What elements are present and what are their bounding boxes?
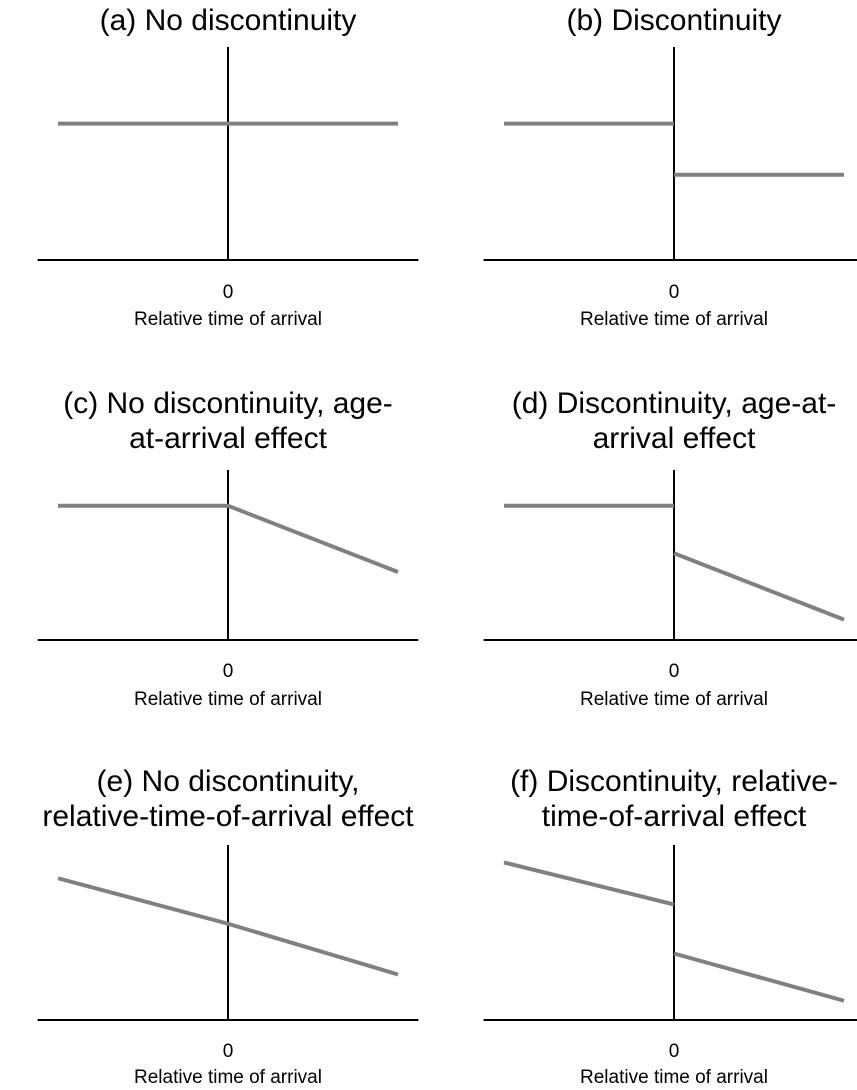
chart-title: (c) No discontinuity, age- xyxy=(63,387,393,420)
chart-title: (a) No discontinuity xyxy=(100,4,357,37)
x-tick-label: 0 xyxy=(669,661,680,682)
x-tick-label: 0 xyxy=(669,282,680,303)
x-tick-label: 0 xyxy=(669,1041,680,1062)
x-axis-label: Relative time of arrival xyxy=(580,1067,768,1088)
chart-title: relative-time-of-arrival effect xyxy=(42,800,414,833)
line xyxy=(503,860,845,1003)
x-axis-label: Relative time of arrival xyxy=(134,1067,322,1088)
x-axis-label: Relative time of arrival xyxy=(580,309,768,330)
chart-title: (f) Discontinuity, relative- xyxy=(510,765,838,798)
x-tick-label: 0 xyxy=(223,282,234,303)
chart-title: time-of-arrival effect xyxy=(542,800,807,833)
chart-title: arrival effect xyxy=(593,422,757,455)
line xyxy=(57,876,399,977)
x-tick-label: 0 xyxy=(223,661,234,682)
chart-title: at-arrival effect xyxy=(129,422,328,455)
line xyxy=(504,503,845,622)
chart-title: (d) Discontinuity, age-at- xyxy=(512,387,837,420)
chart-title: (e) No discontinuity, xyxy=(97,765,360,798)
line xyxy=(58,503,399,574)
x-axis-label: Relative time of arrival xyxy=(580,689,768,710)
x-axis-label: Relative time of arrival xyxy=(134,689,322,710)
chart-title: (b) Discontinuity xyxy=(566,4,781,37)
x-axis-label: Relative time of arrival xyxy=(134,309,322,330)
x-tick-label: 0 xyxy=(223,1041,234,1062)
line xyxy=(504,121,844,177)
